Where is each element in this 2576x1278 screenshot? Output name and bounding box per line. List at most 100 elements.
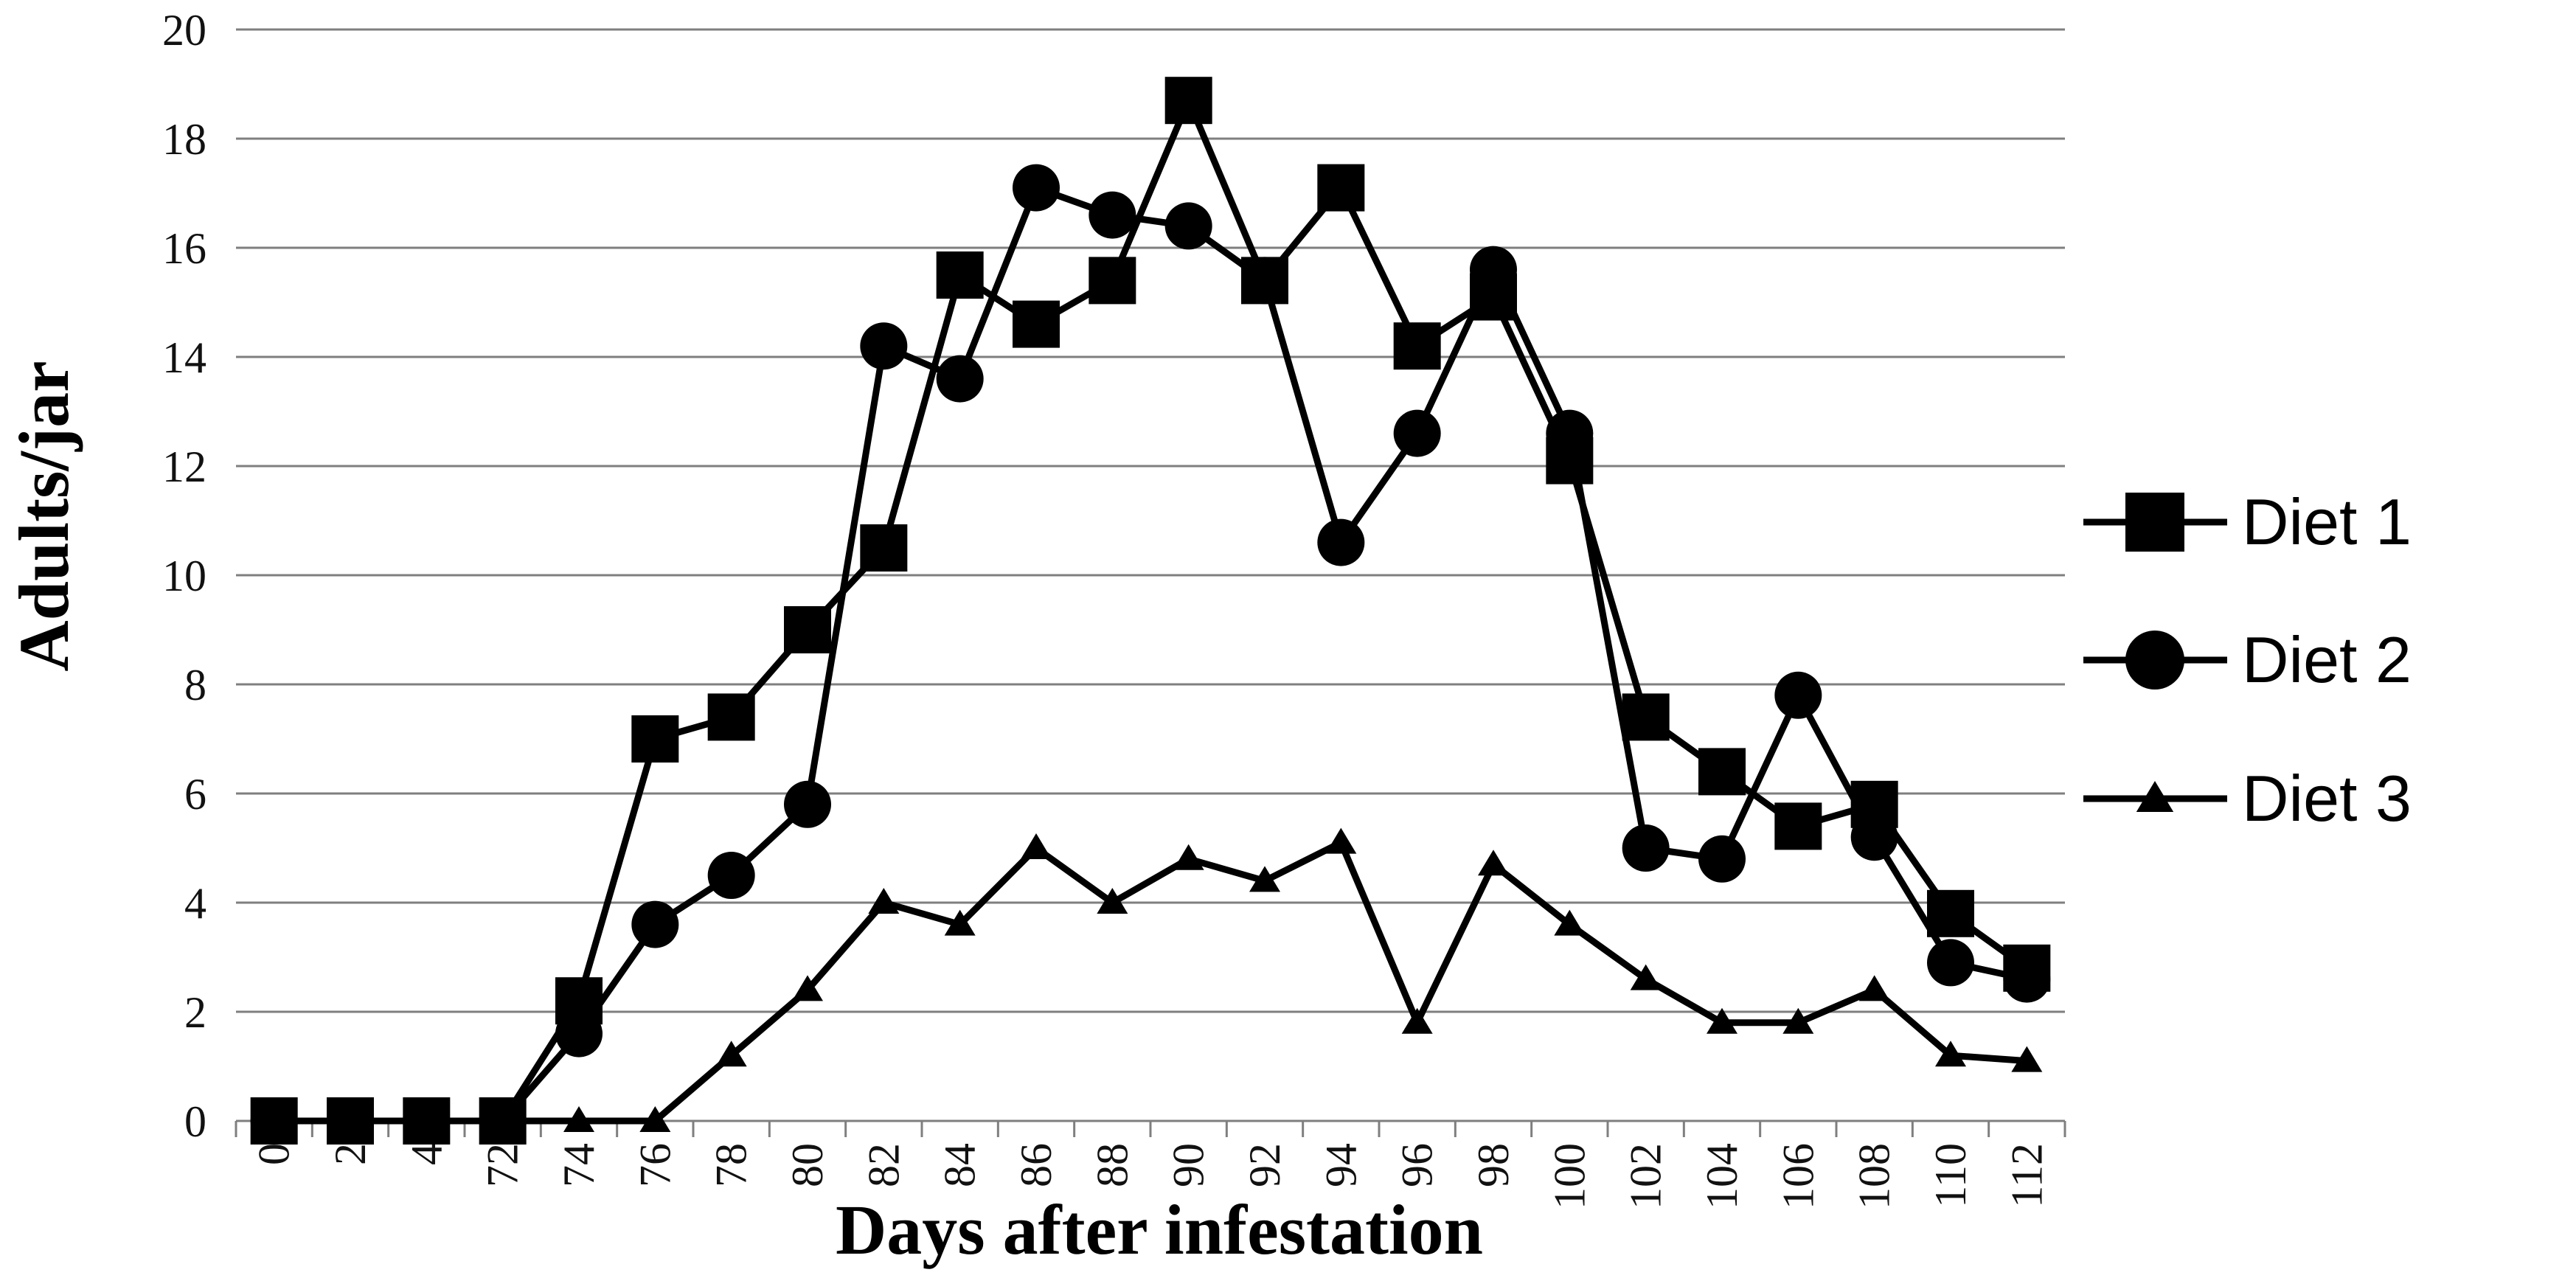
y-tick-label: 20: [162, 6, 206, 55]
data-point-square: [784, 606, 831, 653]
data-point-square: [1164, 77, 1212, 125]
data-point-circle: [1013, 164, 1060, 212]
x-tick-label: 92: [1240, 1143, 1289, 1187]
data-point-triangle: [1935, 1041, 1966, 1067]
x-tick-labels: 0 2 4 72 74 76 78 80 82 84 86 88 90 92 94 96 98 100 102 104…: [250, 1143, 2052, 1209]
x-tick-label: 84: [936, 1143, 985, 1187]
data-point-square: [1622, 693, 1670, 741]
data-point-circle: [936, 355, 984, 403]
x-tick-label: 102: [1622, 1143, 1670, 1209]
data-point-triangle: [1782, 1007, 1814, 1034]
x-tick-label: 112: [2002, 1143, 2051, 1208]
x-tick-label: 106: [1774, 1143, 1822, 1209]
data-point-circle: [1546, 409, 1594, 457]
data-point-triangle: [335, 1106, 366, 1132]
data-point-triangle: [639, 1106, 671, 1132]
series-line-2: [274, 184, 2028, 1125]
series-line-3: [274, 839, 2027, 1125]
y-tick-label: 10: [162, 552, 206, 600]
legend-label: Diet 2: [2242, 623, 2412, 696]
y-tick-label: 12: [162, 442, 206, 491]
legend: Diet 1 Diet 2 Diet 3: [2083, 485, 2412, 835]
data-point-triangle: [1630, 964, 1662, 990]
y-tick-label: 2: [184, 988, 206, 1037]
legend-marker-square: [2125, 493, 2184, 552]
data-point-square: [1927, 889, 1974, 937]
data-point-square: [707, 693, 755, 741]
data-point-triangle: [2011, 1046, 2043, 1072]
legend-marker-circle: [2125, 631, 2184, 690]
x-tick-label: 76: [631, 1143, 679, 1187]
y-tick-labels: 0 2 4 6 8 10 12 14 16 18 20: [162, 6, 206, 1146]
legend-label: Diet 3: [2242, 762, 2412, 835]
data-point-circle: [1089, 191, 1136, 239]
x-tick-label: 74: [555, 1143, 603, 1187]
data-point-triangle: [944, 909, 976, 936]
y-tick-label: 18: [162, 115, 206, 164]
x-tick-label: 110: [1926, 1143, 1975, 1208]
data-point-circle: [1850, 813, 1898, 861]
data-point-circle: [1241, 257, 1288, 305]
data-point-triangle: [1401, 1007, 1433, 1034]
x-tick-label: 88: [1088, 1143, 1136, 1187]
data-point-triangle: [1858, 975, 1890, 1001]
x-tick-label: 100: [1545, 1143, 1594, 1209]
data-point-square: [860, 524, 908, 572]
data-point-circle: [1164, 202, 1212, 250]
x-tick-label: 96: [1393, 1143, 1442, 1187]
x-tick-label: 108: [1850, 1143, 1899, 1209]
data-point-triangle: [1325, 827, 1357, 854]
data-point-triangle: [411, 1106, 442, 1132]
data-point-circle: [631, 900, 679, 948]
x-tick-label: 98: [1469, 1143, 1518, 1187]
data-point-circle: [1622, 824, 1670, 872]
series-line-1: [274, 97, 2029, 1125]
data-point-circle: [1470, 246, 1517, 294]
data-point-triangle: [792, 975, 823, 1001]
y-tick-label: 6: [184, 770, 206, 819]
data-point-square: [1089, 257, 1136, 305]
data-point-triangle: [1707, 1007, 1737, 1034]
data-point-square: [1774, 802, 1822, 850]
legend-marker-triangle: [2136, 781, 2174, 812]
y-tick-label: 8: [184, 661, 206, 709]
y-tick-label: 0: [184, 1097, 206, 1146]
data-point-circle: [1317, 518, 1365, 566]
data-point-circle: [860, 322, 908, 370]
x-tick-label: 4: [402, 1143, 451, 1165]
data-point-square: [936, 251, 984, 299]
data-point-triangle: [1478, 850, 1509, 876]
data-point-circle: [1927, 939, 1974, 987]
data-point-triangle: [563, 1106, 594, 1132]
data-point-triangle: [1173, 844, 1204, 870]
x-tick-label: 90: [1164, 1143, 1213, 1187]
x-tick-label: 80: [783, 1143, 832, 1187]
data-point-circle: [1393, 409, 1441, 457]
y-tick-label: 16: [162, 224, 206, 273]
data-point-triangle: [487, 1106, 518, 1132]
data-point-circle: [784, 780, 831, 828]
data-point-square: [1698, 748, 1746, 796]
y-axis-title: Adults/jar: [4, 361, 83, 671]
x-tick-label: 94: [1316, 1143, 1365, 1187]
data-point-triangle: [1249, 866, 1280, 892]
data-point-triangle: [1554, 909, 1586, 936]
x-tick-label: 72: [479, 1143, 527, 1187]
x-tick-label: 2: [326, 1143, 375, 1165]
data-point-circle: [555, 1010, 603, 1058]
x-axis-title: Days after infestation: [836, 1190, 1483, 1269]
data-point-square: [1393, 322, 1441, 370]
data-point-triangle: [1021, 833, 1052, 859]
data-point-square: [1013, 300, 1060, 348]
x-tick-label: 78: [707, 1143, 756, 1187]
x-tick-label: 104: [1698, 1143, 1746, 1209]
data-point-circle: [1774, 671, 1822, 719]
series-lines: [274, 97, 2029, 1125]
series-markers: [250, 77, 2051, 1145]
data-point-triangle: [715, 1041, 747, 1067]
x-tick-label: 0: [250, 1143, 299, 1165]
data-point-triangle: [868, 888, 900, 914]
data-point-circle: [707, 852, 755, 899]
y-tick-label: 4: [184, 879, 206, 928]
